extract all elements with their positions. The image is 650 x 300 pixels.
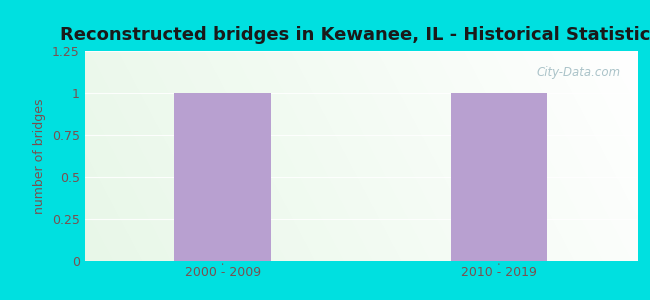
Y-axis label: number of bridges: number of bridges [33, 98, 46, 214]
Bar [174, 93, 271, 261]
Text: City-Data.com: City-Data.com [536, 66, 620, 79]
Title: Reconstructed bridges in Kewanee, IL - Historical Statistics: Reconstructed bridges in Kewanee, IL - H… [60, 26, 650, 44]
Bar [450, 93, 547, 261]
